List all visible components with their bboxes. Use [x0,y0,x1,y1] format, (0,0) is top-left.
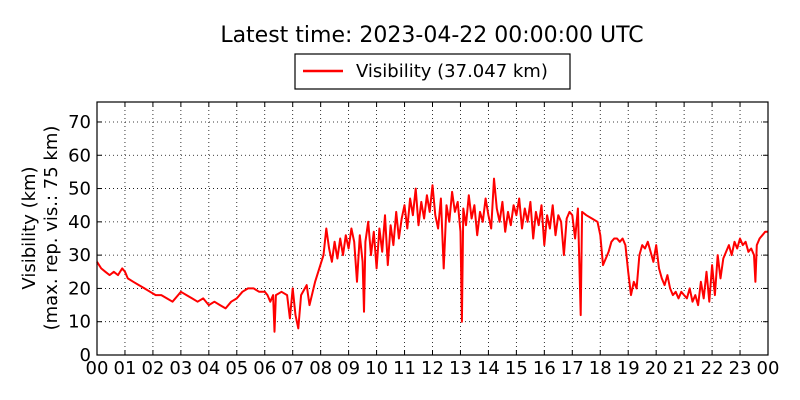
x-tick-label: 08 [309,358,332,379]
grid-lines [97,102,768,355]
x-tick-label: 21 [673,358,696,379]
x-tick-label: 16 [533,358,556,379]
legend-label: Visibility (37.047 km) [356,61,548,82]
x-tick-label: 00 [86,358,109,379]
x-tick-label: 01 [114,358,137,379]
x-tick-label: 17 [561,358,584,379]
series-line-0 [96,177,768,333]
x-tick-label: 05 [225,358,248,379]
x-axis-ticks: 00 01 02 03 04 05 06 07 08 09 10 11 12 13 14 15 16 17 18 19… [86,102,780,379]
x-tick-label: 07 [281,358,304,379]
y-axis-label-line2: (max. rep. vis.: 75 km) [41,126,62,331]
y-tick-label: 0 [80,345,91,366]
y-tick-label: 10 [68,312,91,333]
chart-title: Latest time: 2023-04-22 00:00:00 UTC [220,23,643,48]
x-tick-label: 14 [477,358,500,379]
x-tick-label: 18 [589,358,612,379]
plot-frame [96,101,769,356]
y-tick-label: 70 [68,112,91,133]
x-tick-label: 23 [729,358,752,379]
x-tick-label: 03 [169,358,192,379]
y-tick-label: 50 [68,179,91,200]
y-tick-label: 60 [68,145,91,166]
x-tick-label: 19 [617,358,640,379]
x-tick-label: 12 [421,358,444,379]
y-axis-label: Visibility (km) (max. rep. vis.: 75 km) [19,126,62,331]
x-tick-label: 20 [645,358,668,379]
x-tick-label: 10 [365,358,388,379]
x-tick-label: 11 [393,358,416,379]
y-tick-label: 20 [68,278,91,299]
x-tick-label: 22 [701,358,724,379]
data-area [96,177,768,333]
x-tick-label: 13 [449,358,472,379]
x-tick-label: 00 [757,358,780,379]
x-tick-label: 02 [141,358,164,379]
x-tick-label: 09 [337,358,360,379]
y-tick-label: 30 [68,245,91,266]
y-tick-label: 40 [68,212,91,233]
y-axis-label-line1: Visibility (km) [19,166,40,289]
legend: Visibility (37.047 km) [294,53,571,90]
x-tick-label: 15 [505,358,528,379]
x-tick-label: 06 [253,358,276,379]
x-tick-label: 04 [197,358,220,379]
y-axis-ticks: 0 10 20 30 40 50 60 70 [68,112,768,366]
axes [96,101,769,356]
